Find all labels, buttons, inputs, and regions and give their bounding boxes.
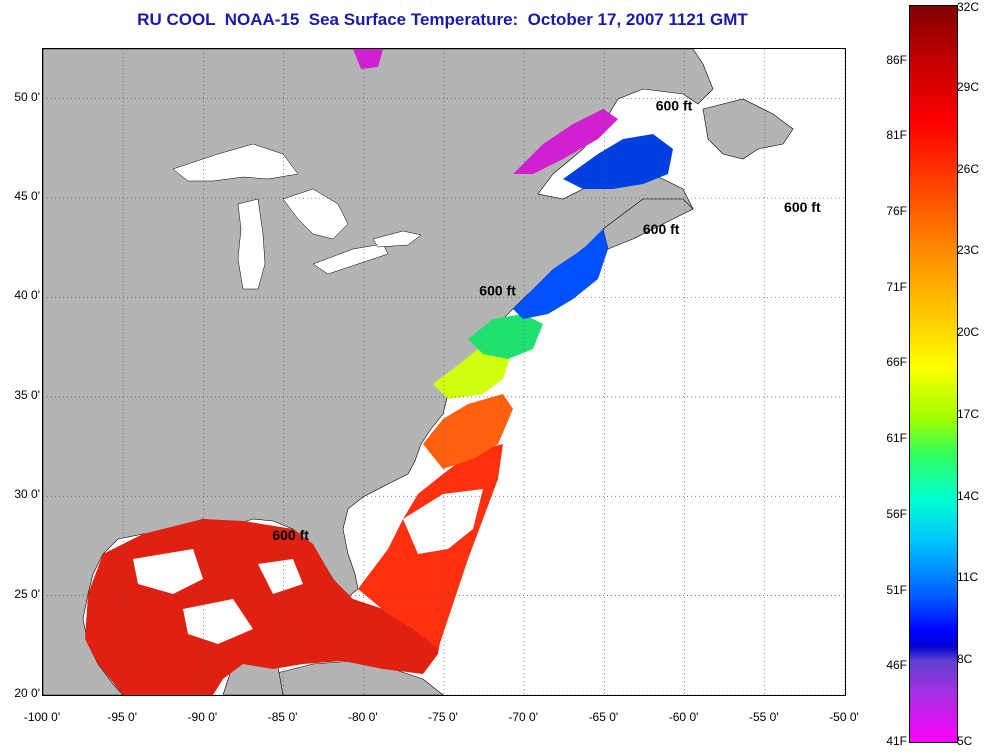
contour-label-600ft: 600 ft (643, 221, 680, 237)
colorbar-fahrenheit-label: 56F (886, 506, 907, 521)
map-canvas: 600 ft 600 ft 600 ft 600 ft 600 ft (43, 49, 845, 695)
longitude-tick-label: -70 0' (508, 710, 539, 724)
longitude-tick-label: -85 0' (267, 710, 298, 724)
colorbar-celsius-label: 32C (957, 0, 980, 14)
colorbar-celsius-label: 26C (957, 161, 980, 176)
colorbar-celsius-label: 11C (957, 570, 979, 585)
gulf-cloud-1 (133, 549, 203, 594)
latitude-tick-label: 45 0' (14, 189, 40, 204)
colorbar-celsius-label: 20C (957, 325, 980, 340)
great-lakes (172, 143, 422, 290)
hudson-bay-magenta (353, 49, 383, 69)
lake-huron (282, 188, 349, 240)
lake-ontario (372, 230, 422, 248)
longitude-tick-label: -65 0' (588, 710, 619, 724)
sst-regions (85, 49, 673, 695)
se-coast-orange (423, 394, 513, 469)
sst-map: 600 ft 600 ft 600 ft 600 ft 600 ft (42, 48, 846, 696)
colorbar-fahrenheit-label: 51F (886, 582, 907, 597)
colorbar-celsius-label: 17C (957, 406, 980, 421)
contour-label-600ft: 600 ft (656, 98, 693, 114)
colorbar-celsius-label: 23C (957, 243, 980, 258)
colorbar-celsius-label: 5C (957, 734, 973, 748)
newfoundland (702, 98, 794, 160)
latitude-tick-label: 25 0' (14, 586, 40, 601)
latitude-tick-label: 35 0' (14, 387, 40, 402)
gulf-st-lawrence-blue (563, 134, 673, 189)
longitude-tick-label: -75 0' (428, 710, 458, 724)
latitude-tick-label: 40 0' (14, 288, 40, 303)
colorbar-fahrenheit-label: 81F (886, 128, 907, 143)
nova-scotia (602, 198, 694, 250)
latitude-tick-label: 30 0' (14, 487, 40, 502)
chart-title: RU COOL NOAA-15 Sea Surface Temperature:… (137, 10, 748, 29)
lake-superior (172, 143, 299, 182)
longitude-tick-label: -50 0' (829, 710, 859, 724)
longitude-tick-label: -95 0' (107, 710, 138, 724)
north-america-land (43, 49, 714, 695)
new-england-blue (513, 229, 608, 319)
longitude-tick-label: -60 0' (668, 710, 699, 724)
colorbar-fahrenheit-label: 86F (886, 52, 907, 67)
contour-labels: 600 ft 600 ft 600 ft 600 ft 600 ft (272, 98, 821, 543)
colorbar-celsius-label: 8C (957, 652, 973, 667)
longitude-tick-label: -80 0' (347, 710, 378, 724)
longitude-tick-label: -100 0' (23, 710, 61, 724)
gulf-cloud-3 (258, 559, 303, 594)
contour-label-600ft: 600 ft (479, 282, 516, 298)
colorbar-fahrenheit-label: 61F (886, 431, 907, 446)
colorbar-fahrenheit-label: 66F (886, 355, 907, 370)
longitude-tick-label: -55 0' (748, 710, 779, 724)
contour-label-600ft: 600 ft (784, 199, 821, 215)
latitude-tick-label: 20 0' (14, 686, 40, 700)
cuba (272, 660, 444, 695)
lake-erie (312, 243, 389, 275)
longitude-tick-label: -90 0' (187, 710, 218, 724)
contour-label-600ft: 600 ft (272, 527, 309, 543)
colorbar-fahrenheit-label: 71F (886, 279, 907, 294)
st-lawrence-magenta (513, 109, 618, 174)
colorbar-fahrenheit-label: 76F (886, 203, 907, 218)
temperature-colorbar (909, 5, 958, 743)
latitude-tick-label: 50 0' (14, 89, 40, 104)
lake-michigan (237, 198, 266, 290)
grid-lines (43, 49, 845, 695)
colorbar-celsius-label: 14C (957, 488, 980, 503)
colorbar-celsius-label: 29C (957, 79, 980, 94)
gulf-cloud-2 (183, 599, 253, 644)
colorbar-fahrenheit-label: 46F (886, 658, 907, 673)
colorbar-fahrenheit-label: 41F (886, 734, 907, 748)
atlantic-cloud (403, 489, 483, 554)
